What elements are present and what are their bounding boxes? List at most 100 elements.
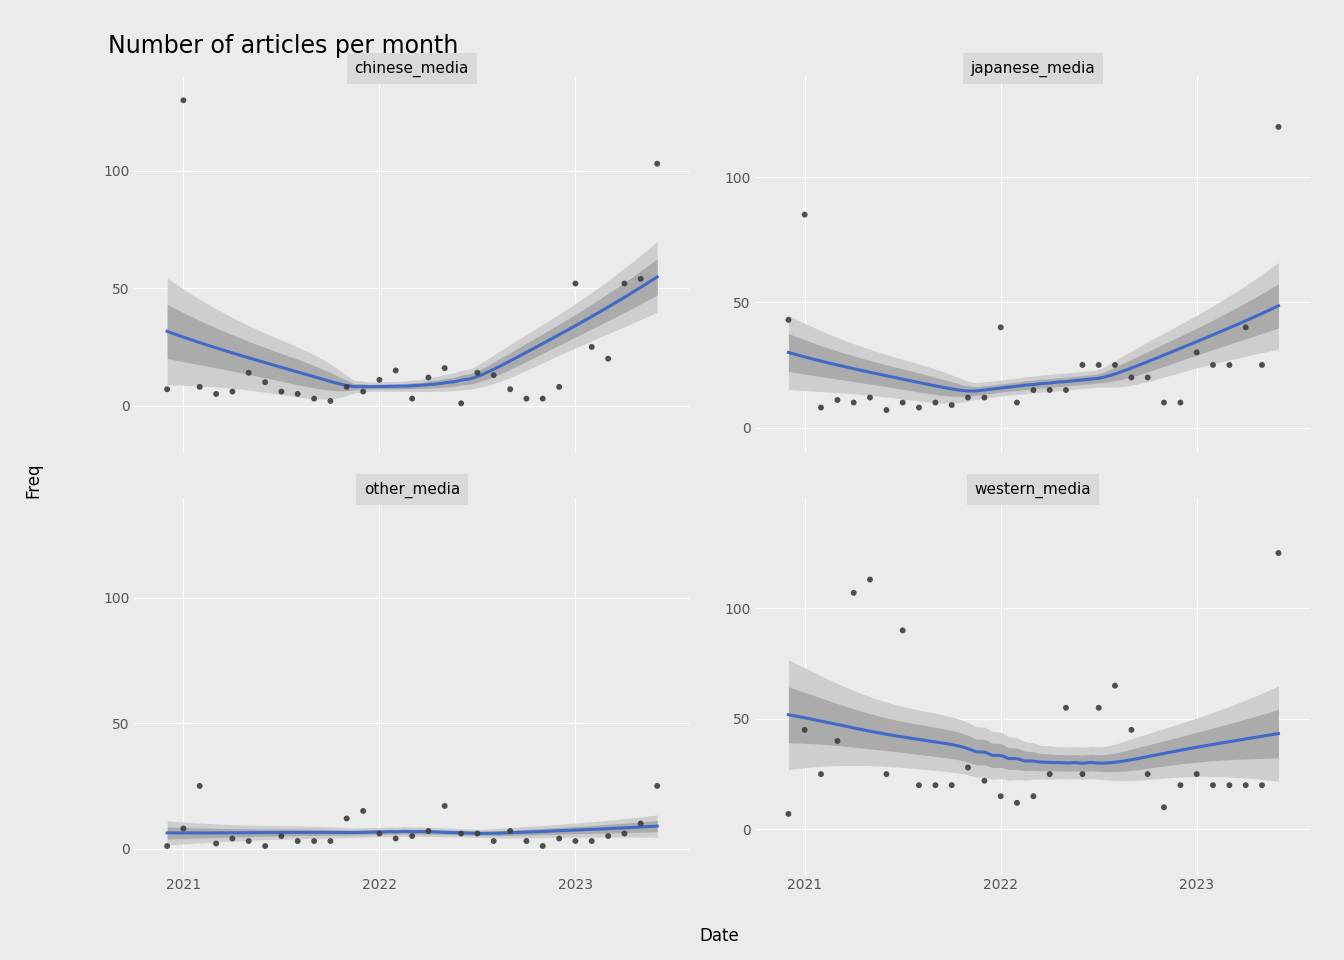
Point	[238, 833, 259, 849]
Point	[1235, 778, 1257, 793]
Point	[368, 372, 390, 388]
Point	[646, 156, 668, 172]
Point	[630, 271, 652, 286]
Point	[1203, 357, 1224, 372]
Point	[909, 778, 930, 793]
Point	[892, 623, 914, 638]
Point	[630, 816, 652, 831]
Point	[598, 351, 620, 367]
Point	[1007, 795, 1028, 810]
Point	[1251, 778, 1273, 793]
Point	[1071, 357, 1093, 372]
Point	[810, 400, 832, 416]
Point	[320, 394, 341, 409]
Title: japanese_media: japanese_media	[970, 60, 1095, 77]
Point	[1185, 766, 1207, 781]
Point	[304, 391, 325, 406]
Point	[1071, 766, 1093, 781]
Point	[434, 360, 456, 375]
Title: western_media: western_media	[974, 482, 1091, 497]
Point	[614, 276, 636, 291]
Point	[516, 391, 538, 406]
Point	[368, 826, 390, 841]
Point	[1185, 345, 1207, 360]
Point	[450, 396, 472, 411]
Point	[581, 339, 602, 354]
Point	[172, 92, 194, 108]
Title: chinese_media: chinese_media	[355, 60, 469, 77]
Text: Freq: Freq	[24, 463, 43, 497]
Point	[1087, 700, 1109, 715]
Point	[827, 393, 848, 408]
Point	[614, 826, 636, 841]
Point	[320, 833, 341, 849]
Point	[500, 381, 521, 396]
Point	[941, 778, 962, 793]
Point	[925, 778, 946, 793]
Point	[532, 838, 554, 853]
Point	[778, 312, 800, 327]
Point	[402, 391, 423, 406]
Point	[810, 766, 832, 781]
Point	[1169, 778, 1191, 793]
Point	[1105, 678, 1126, 693]
Point	[1039, 382, 1060, 397]
Point	[156, 838, 177, 853]
Point	[352, 804, 374, 819]
Point	[190, 379, 211, 395]
Point	[859, 572, 880, 588]
Point	[222, 384, 243, 399]
Point	[941, 397, 962, 413]
Point	[352, 384, 374, 399]
Point	[206, 836, 227, 852]
Title: other_media: other_media	[364, 482, 460, 497]
Point	[827, 733, 848, 749]
Point	[1153, 395, 1175, 410]
Point	[1219, 778, 1241, 793]
Point	[286, 386, 308, 401]
Point	[418, 370, 439, 385]
Point	[925, 395, 946, 410]
Point	[1055, 382, 1077, 397]
Point	[794, 207, 816, 223]
Point	[418, 824, 439, 839]
Point	[564, 833, 586, 849]
Point	[1055, 700, 1077, 715]
Point	[1121, 722, 1142, 737]
Point	[384, 363, 406, 378]
Point	[548, 830, 570, 846]
Point	[532, 391, 554, 406]
Point	[304, 833, 325, 849]
Point	[1023, 382, 1044, 397]
Point	[843, 395, 864, 410]
Point	[957, 759, 978, 775]
Point	[548, 379, 570, 395]
Point	[1137, 370, 1159, 385]
Point	[482, 368, 504, 383]
Point	[843, 586, 864, 601]
Point	[1153, 800, 1175, 815]
Point	[1137, 766, 1159, 781]
Point	[1023, 788, 1044, 804]
Text: Number of articles per month: Number of articles per month	[108, 34, 458, 58]
Point	[206, 386, 227, 401]
Point	[482, 833, 504, 849]
Point	[1087, 357, 1109, 372]
Point	[991, 320, 1012, 335]
Point	[466, 365, 488, 380]
Point	[1267, 545, 1289, 561]
Point	[646, 779, 668, 794]
Point	[564, 276, 586, 291]
Point	[1121, 370, 1142, 385]
Point	[991, 788, 1012, 804]
Point	[892, 395, 914, 410]
Point	[1251, 357, 1273, 372]
Point	[336, 811, 358, 827]
Point	[336, 379, 358, 395]
Point	[254, 838, 276, 853]
Point	[1105, 357, 1126, 372]
Point	[1235, 320, 1257, 335]
Point	[876, 766, 898, 781]
Point	[172, 821, 194, 836]
Point	[434, 799, 456, 814]
